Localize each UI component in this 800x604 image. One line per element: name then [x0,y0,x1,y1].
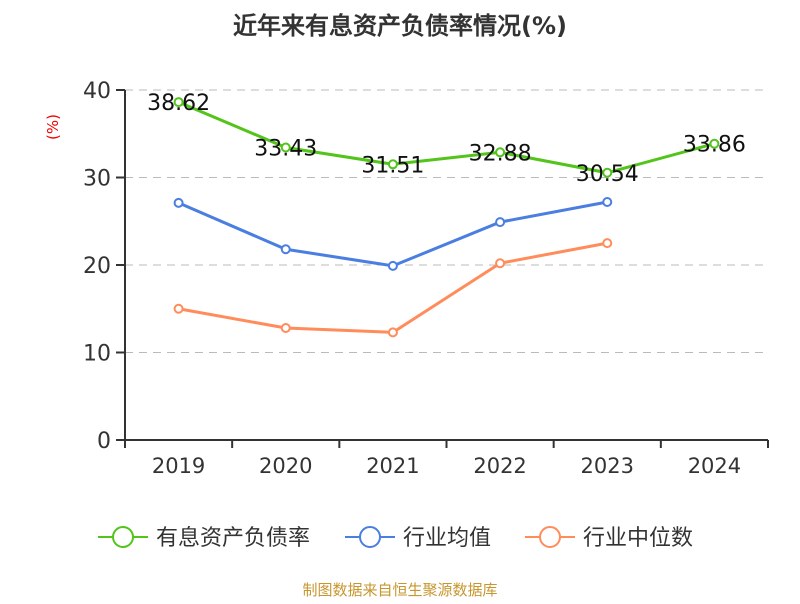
data-point[interactable] [495,147,506,158]
data-label: 31.51 [361,153,424,178]
data-point[interactable] [173,197,184,208]
data-point[interactable] [280,142,291,153]
data-point[interactable] [387,159,398,170]
y-tick-label: 40 [83,79,111,104]
data-label: 38.62 [147,91,210,116]
legend-marker[interactable] [539,526,561,548]
y-tick-label: 10 [83,342,111,367]
legend-label[interactable]: 行业均值 [403,526,491,551]
data-label: 33.43 [254,136,317,161]
y-tick-label: 20 [83,254,111,279]
y-tick-label: 0 [97,429,111,454]
legend-label[interactable]: 有息资产负债率 [156,526,310,551]
data-point[interactable] [387,260,398,271]
data-point[interactable] [709,138,720,149]
series-line [177,100,715,175]
data-point[interactable] [495,258,506,269]
y-axis-label: (%) [44,114,62,140]
data-label: 32.88 [469,141,532,166]
chart-title: 近年来有息资产负债率情况(%) [233,12,567,40]
data-point[interactable] [602,238,613,249]
legend-label[interactable]: 行业中位数 [583,526,693,551]
data-point[interactable] [495,217,506,228]
data-point[interactable] [173,303,184,314]
data-point[interactable] [602,167,613,178]
series-line [178,241,608,334]
legend-marker[interactable] [112,526,134,548]
x-tick-label: 2020 [259,454,312,478]
x-tick-label: 2023 [581,454,634,478]
x-tick-label: 2021 [366,454,419,478]
data-point[interactable] [280,323,291,333]
x-tick-label: 2019 [152,454,205,478]
data-label: 30.54 [576,162,639,187]
legend-marker[interactable] [359,526,381,548]
x-tick-label: 2022 [473,454,526,478]
data-label: 33.86 [683,133,746,158]
source-footer: 制图数据来自恒生聚源数据库 [302,581,497,599]
x-tick-label: 2024 [688,454,741,478]
data-point[interactable] [387,327,398,338]
y-tick-label: 30 [83,167,111,192]
data-point[interactable] [173,97,184,108]
data-point[interactable] [602,197,613,207]
data-point[interactable] [280,244,291,255]
